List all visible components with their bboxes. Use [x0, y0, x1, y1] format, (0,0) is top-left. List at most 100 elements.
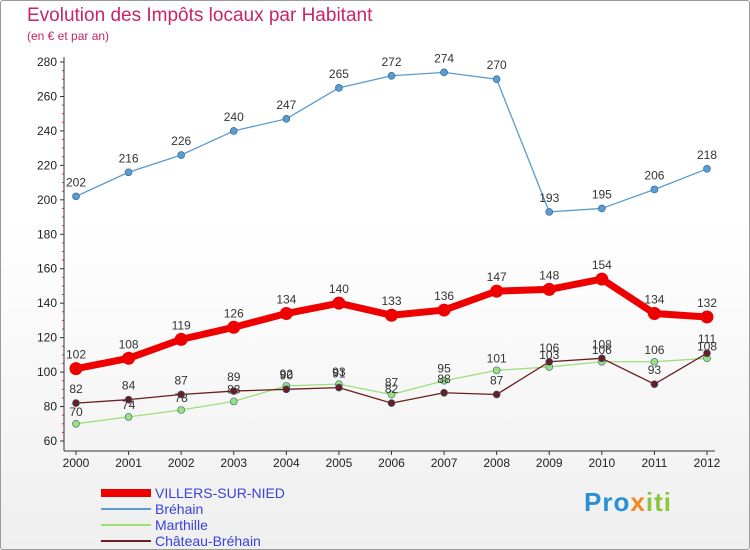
data-label: 92 — [280, 367, 294, 381]
y-tick-label: 180 — [37, 227, 57, 241]
data-point — [650, 185, 659, 194]
data-label: 119 — [172, 318, 191, 332]
y-tick-label: 140 — [37, 296, 57, 310]
data-label: 216 — [119, 151, 139, 165]
x-tick-label: 2002 — [168, 456, 195, 470]
data-label: 154 — [592, 258, 612, 272]
data-point — [598, 204, 606, 213]
data-label: 93 — [332, 365, 346, 379]
legend-item-villers: VILLERS-SUR-NIED — [101, 485, 341, 501]
data-point — [72, 192, 80, 201]
data-point — [492, 366, 501, 375]
data-label: 87 — [174, 373, 188, 387]
data-point — [387, 390, 396, 399]
logo-letter: o — [613, 487, 631, 517]
data-label: 89 — [227, 370, 241, 384]
data-label: 70 — [69, 405, 83, 419]
data-label: 90 — [280, 368, 294, 382]
data-label: 147 — [487, 270, 507, 284]
data-point — [229, 397, 238, 406]
chart-subtitle: (en € et par an) — [27, 29, 110, 43]
x-tick-label: 2012 — [694, 456, 721, 470]
data-label: 106 — [539, 341, 559, 355]
data-label: 270 — [487, 58, 507, 72]
data-label: 206 — [644, 168, 664, 182]
data-point — [335, 84, 343, 92]
data-label: 193 — [539, 191, 559, 205]
legend-label: Marthille — [155, 517, 208, 533]
data-label: 88 — [437, 372, 451, 386]
legend-swatch — [101, 540, 151, 542]
proxiti-logo: Proxiti — [584, 487, 672, 518]
data-point — [387, 399, 396, 407]
data-label: 195 — [592, 187, 612, 201]
x-tick-label: 2008 — [483, 456, 510, 470]
data-label: 202 — [66, 175, 86, 189]
logo-letter: r — [602, 487, 614, 517]
y-tick-label: 260 — [37, 89, 57, 103]
logo-letter: P — [584, 487, 603, 517]
data-label: 95 — [437, 362, 451, 376]
data-point — [122, 351, 136, 365]
data-point — [492, 75, 501, 84]
data-point — [387, 71, 396, 80]
legend-swatch — [101, 508, 151, 510]
y-tick-label: 120 — [37, 331, 57, 345]
data-label: 87 — [490, 373, 504, 387]
data-point — [124, 413, 133, 421]
legend-item-chateau-brehain: Château-Bréhain — [101, 533, 341, 549]
data-label: 93 — [648, 363, 662, 377]
data-point — [177, 406, 185, 414]
x-tick-label: 2007 — [431, 456, 458, 470]
data-point — [440, 376, 448, 385]
data-label: 101 — [487, 351, 507, 365]
data-point — [545, 357, 554, 366]
data-point — [703, 165, 711, 173]
x-tick-label: 2005 — [326, 456, 353, 470]
data-point — [124, 395, 133, 404]
data-point — [440, 68, 448, 77]
data-point — [598, 354, 606, 363]
data-point — [282, 115, 291, 123]
data-point — [703, 349, 711, 357]
legend-label: Château-Bréhain — [155, 533, 261, 549]
logo-letter: i — [663, 487, 672, 517]
data-label: 136 — [434, 289, 454, 303]
data-label: 134 — [276, 293, 296, 307]
legend-swatch — [101, 489, 151, 497]
y-tick-label: 220 — [37, 158, 57, 172]
y-tick-label: 80 — [44, 400, 58, 414]
data-label: 82 — [385, 382, 399, 396]
data-point — [647, 307, 661, 321]
data-label: 84 — [122, 379, 136, 393]
data-point — [595, 272, 609, 286]
chart-legend: VILLERS-SUR-NIED Bréhain Marthille Châte… — [101, 485, 341, 549]
data-point — [177, 151, 185, 159]
x-tick-label: 2009 — [536, 456, 563, 470]
data-point — [650, 357, 659, 366]
x-tick-label: 2010 — [588, 456, 615, 470]
data-label: 91 — [332, 367, 346, 381]
logo-letter: t — [654, 487, 664, 517]
data-point — [282, 385, 291, 394]
data-point — [492, 390, 501, 399]
data-label: 108 — [119, 337, 139, 351]
data-point — [69, 362, 83, 376]
data-label: 87 — [385, 375, 399, 389]
legend-swatch — [101, 524, 151, 526]
data-label: 272 — [381, 55, 401, 69]
data-point — [542, 282, 556, 296]
y-tick-label: 100 — [37, 365, 57, 379]
data-point — [72, 419, 80, 428]
data-label: 103 — [539, 348, 559, 362]
data-label: 111 — [698, 332, 717, 346]
data-point — [335, 383, 343, 392]
data-point — [229, 387, 238, 395]
data-point — [174, 332, 188, 346]
data-label: 82 — [69, 382, 83, 396]
x-tick-label: 2001 — [115, 456, 142, 470]
data-label: 106 — [644, 343, 664, 357]
data-label: 226 — [171, 134, 191, 148]
